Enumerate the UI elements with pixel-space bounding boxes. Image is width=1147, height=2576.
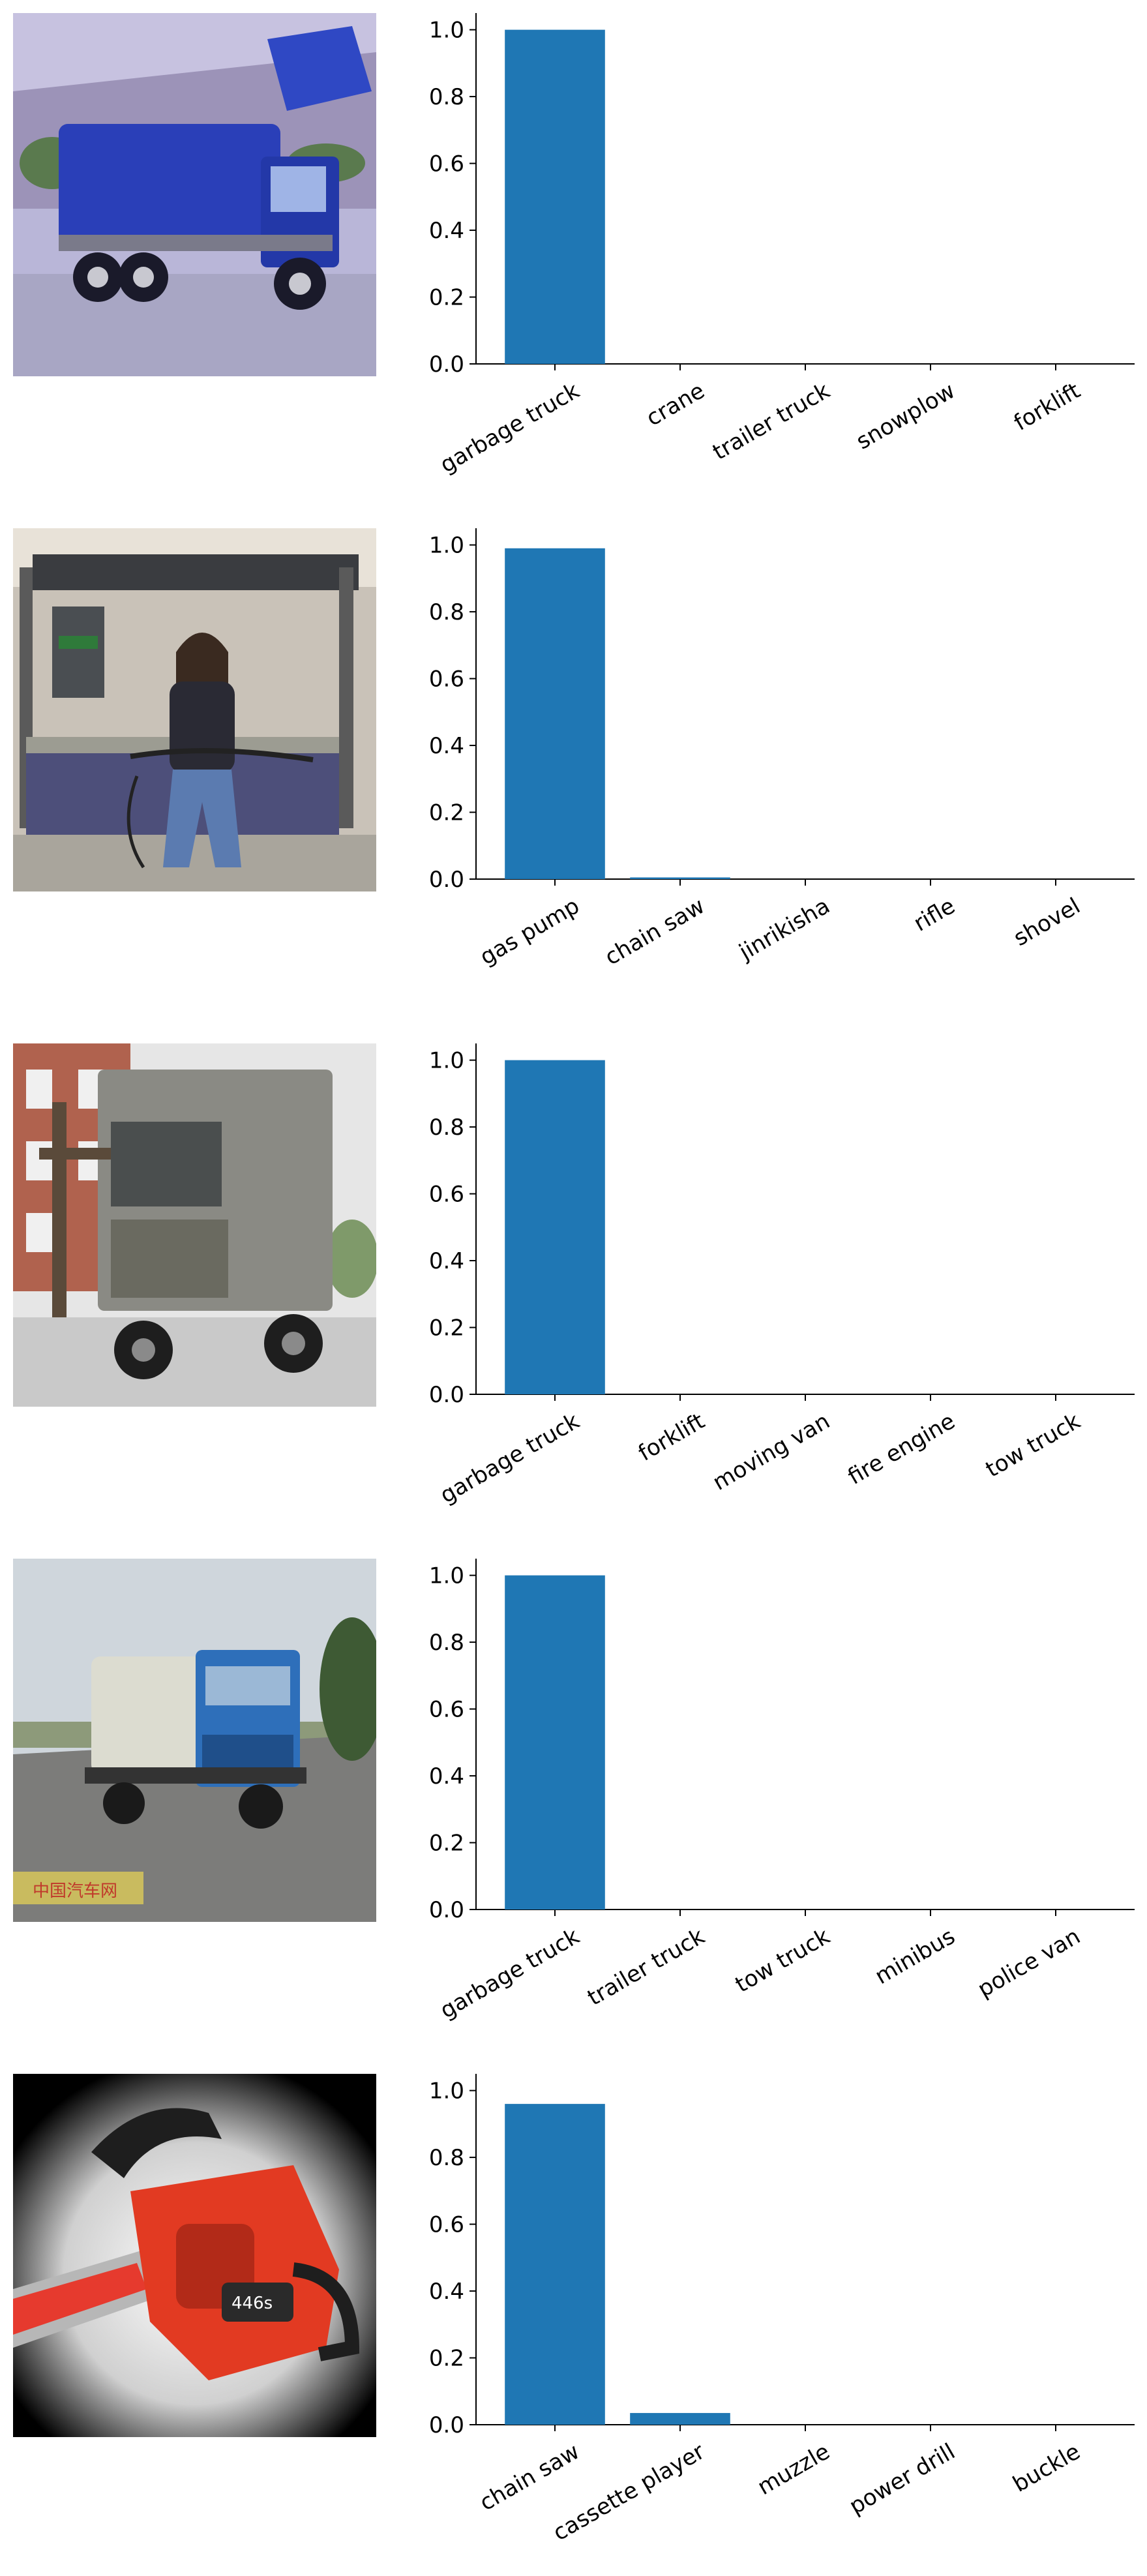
y-tick-label: 0.8 xyxy=(429,1115,464,1141)
x-tick-label: tow truck xyxy=(981,1408,1085,1483)
bar-chart-4: 0.0 0.2 0.4 0.6 0.8 1.0 garbage truck trailer t… xyxy=(391,1546,1147,2061)
bar-chart-3: 0.0 0.2 0.4 0.6 0.8 1.0 garbage truck forklift m… xyxy=(391,1030,1147,1546)
bar-garbage-truck xyxy=(505,29,605,365)
y-tick-label: 1.0 xyxy=(429,533,464,559)
bar-chain-saw xyxy=(630,877,730,879)
panel-row-1: 0.0 0.2 0.4 0.6 0.8 1.0 garbage truck crane trai… xyxy=(0,0,1147,515)
x-tick-label: fire engine xyxy=(844,1408,960,1490)
y-tick-label: 0.8 xyxy=(429,84,464,110)
x-tick-label: trailer truck xyxy=(583,1923,709,2011)
y-tick-label: 1.0 xyxy=(429,18,464,44)
y-tick-label: 0.6 xyxy=(429,1697,464,1723)
x-tick-label: chain saw xyxy=(475,2438,584,2516)
x-tick-label: shovel xyxy=(1009,893,1085,951)
bar-garbage-truck xyxy=(505,1060,605,1394)
bar-chart-2: 0.0 0.2 0.4 0.6 0.8 1.0 gas pump chain saw jinri… xyxy=(391,515,1147,1030)
x-tick-label: trailer truck xyxy=(708,378,834,466)
garbage-truck-photo xyxy=(13,1043,376,1407)
bar-garbage-truck xyxy=(505,1575,605,1910)
y-tick-label: 0.2 xyxy=(429,285,464,311)
y-tick-label: 0.4 xyxy=(429,733,464,759)
x-tick-label: snowplow xyxy=(852,378,959,455)
y-tick-label: 0.6 xyxy=(429,666,464,693)
panel-row-5: 446s 0.0 0.2 0.4 0.6 0.8 1.0 chain saw cassette… xyxy=(0,2061,1147,2576)
gas-pump-person-photo xyxy=(13,528,376,891)
y-tick-label: 0.2 xyxy=(429,800,464,826)
y-tick-label: 0.2 xyxy=(429,1315,464,1341)
y-tick-label: 0.0 xyxy=(429,352,464,378)
y-tick-label: 0.6 xyxy=(429,1182,464,1208)
y-tick-label: 0.2 xyxy=(429,2346,464,2372)
x-tick-label: garbage truck xyxy=(436,1923,584,2024)
y-tick-label: 1.0 xyxy=(429,1048,464,1074)
bar-chart-5: 0.0 0.2 0.4 0.6 0.8 1.0 chain saw cassette play… xyxy=(391,2061,1147,2576)
y-tick-label: 0.8 xyxy=(429,2145,464,2171)
x-tick-label: chain saw xyxy=(601,893,709,970)
bar-gas-pump xyxy=(505,548,605,879)
y-tick-label: 0.4 xyxy=(429,1248,464,1274)
watermark-text: 中国汽车网 xyxy=(33,1881,117,1901)
x-tick-label: buckle xyxy=(1009,2438,1085,2498)
brand-text: 446s xyxy=(231,2294,273,2313)
bar-chain-saw xyxy=(505,2104,605,2425)
x-tick-label: muzzle xyxy=(753,2438,835,2500)
panel-row-2: 0.0 0.2 0.4 0.6 0.8 1.0 gas pump chain saw jinri… xyxy=(0,515,1147,1030)
garbage-truck-photo: 中国汽车网 xyxy=(13,1559,376,1922)
x-tick-label: crane xyxy=(642,378,709,432)
y-tick-label: 0.6 xyxy=(429,151,464,177)
x-tick-label: forklift xyxy=(634,1408,709,1467)
panel-row-4: 中国汽车网 0.0 0.2 0.4 0.6 0.8 1.0 garbage truck tra… xyxy=(0,1546,1147,2061)
bar-cassette-player xyxy=(630,2413,730,2425)
y-tick-label: 0.6 xyxy=(429,2212,464,2238)
x-tick-label: moving van xyxy=(708,1408,834,1496)
x-tick-label: forklift xyxy=(1009,378,1084,436)
y-tick-label: 0.0 xyxy=(429,2412,464,2438)
y-tick-label: 0.0 xyxy=(429,1897,464,1923)
x-tick-label: jinrikisha xyxy=(734,893,834,966)
x-tick-label: police van xyxy=(974,1923,1085,2003)
x-tick-label: garbage truck xyxy=(436,1408,584,1508)
chain-saw-photo: 446s xyxy=(13,2074,376,2437)
garbage-truck-photo xyxy=(13,13,376,376)
x-tick-label: rifle xyxy=(910,893,960,937)
y-tick-label: 0.8 xyxy=(429,599,464,625)
x-tick-label: garbage truck xyxy=(436,378,584,478)
y-tick-label: 0.4 xyxy=(429,218,464,244)
x-tick-label: tow truck xyxy=(731,1923,835,1998)
y-tick-label: 0.0 xyxy=(429,867,464,893)
x-tick-label: minibus xyxy=(871,1923,959,1990)
y-tick-label: 0.0 xyxy=(429,1382,464,1408)
y-tick-label: 1.0 xyxy=(429,2078,464,2104)
y-tick-label: 0.8 xyxy=(429,1630,464,1656)
x-tick-label: gas pump xyxy=(475,893,584,970)
y-tick-label: 0.4 xyxy=(429,1763,464,1790)
y-tick-label: 1.0 xyxy=(429,1563,464,1589)
bar-chart-1: 0.0 0.2 0.4 0.6 0.8 1.0 garbage truck crane trai… xyxy=(391,0,1147,515)
y-tick-label: 0.2 xyxy=(429,1831,464,1857)
x-tick-label: power drill xyxy=(845,2438,960,2520)
y-tick-label: 0.4 xyxy=(429,2279,464,2305)
panel-row-3: 0.0 0.2 0.4 0.6 0.8 1.0 garbage truck forklift m… xyxy=(0,1030,1147,1546)
